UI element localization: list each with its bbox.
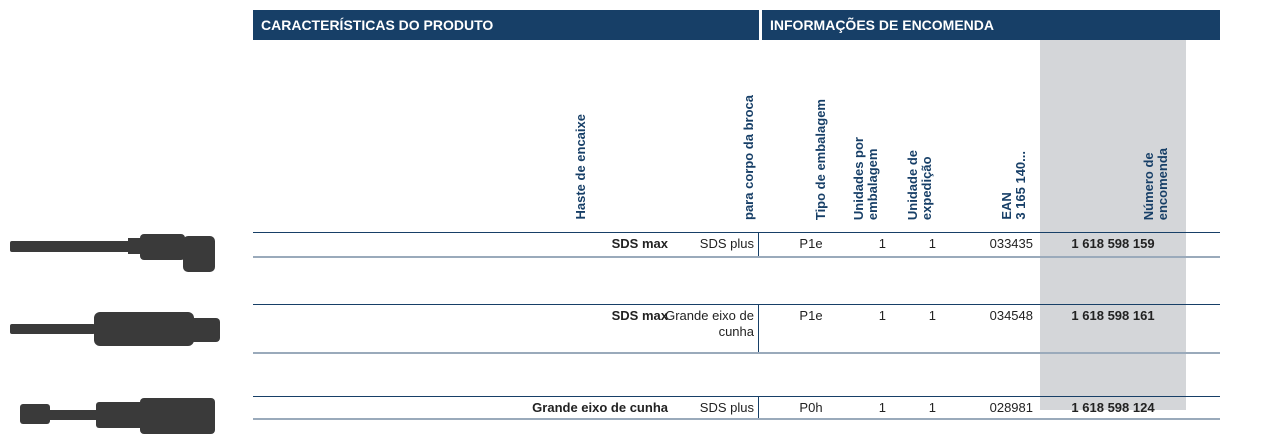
row-border [253,304,1220,305]
table-cell: 1 618 598 124 [1071,400,1155,415]
section-header: INFORMAÇÕES DE ENCOMENDA [762,10,1220,40]
row-border [253,256,1220,258]
column-header-line: Haste de encaixe [573,114,588,220]
table-cell: Grande eixo de cunha [532,400,668,415]
column-separator [758,232,759,256]
column-header: Unidade de expedição [905,149,934,220]
table-cell: 1 [928,308,936,323]
column-header-line: Tipo de embalagem [813,98,828,220]
column-header-line: Unidades por [851,136,866,220]
table-cell: 1 618 598 161 [1071,308,1155,323]
row-border [253,418,1220,420]
row-border [253,352,1220,354]
table-cell: 033435 [989,236,1033,251]
column-header-line: 3 165 140... [1013,151,1028,220]
table-cell: 028981 [989,400,1033,415]
table-cell: 1 [878,308,886,323]
table-cell: Grande eixo de cunha [665,308,754,339]
column-header-line: para corpo da broca [741,95,756,220]
table-cell: SDS plus [699,400,754,415]
column-separator [758,304,759,352]
column-header-line: Unidade de [905,149,920,220]
table-cell: P1e [799,236,823,251]
column-header: EAN 3 165 140... [999,151,1028,220]
table-cell: SDS max [611,308,668,323]
column-header: Haste de encaixe [573,114,588,220]
section-header: CARACTERÍSTICAS DO PRODUTO [253,10,759,40]
column-header-line: Número de [1141,152,1156,220]
table-cell: SDS max [611,236,668,251]
table-cell: 1 [878,400,886,415]
table-cell: 1 [928,236,936,251]
table-cell: 1 618 598 159 [1071,236,1155,251]
column-header-line: embalagem [865,148,880,220]
table-cell: SDS plus [699,236,754,251]
row-border [253,232,1220,233]
column-header-line: EAN [999,192,1014,220]
tool-images [10,234,220,434]
column-header: Número de encomenda [1141,147,1170,220]
column-header-line: expedição [919,156,934,220]
column-header: Unidades por embalagem [851,136,880,220]
table-cell: 1 [928,400,936,415]
highlight-column [1040,40,1186,410]
table-cell: 1 [878,236,886,251]
table-cell: 034548 [989,308,1033,323]
column-separator [758,396,759,418]
column-header-line: encomenda [1155,147,1170,220]
column-header: Tipo de embalagem [813,98,828,220]
column-header: para corpo da broca [741,95,756,220]
table-cell: P1e [799,308,823,323]
table-cell: P0h [799,400,823,415]
row-border [253,396,1220,397]
